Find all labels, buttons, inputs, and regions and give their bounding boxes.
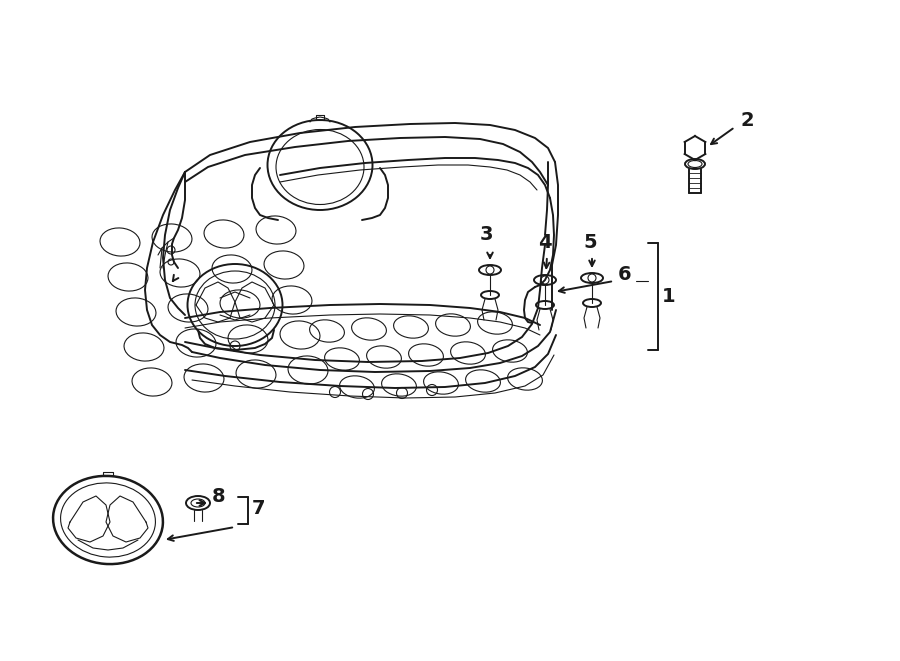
Text: 8: 8 bbox=[212, 488, 226, 506]
Text: 6: 6 bbox=[618, 266, 632, 284]
Text: 7: 7 bbox=[252, 498, 266, 518]
Text: 4: 4 bbox=[538, 233, 552, 253]
Text: 5: 5 bbox=[583, 233, 597, 253]
Text: 1: 1 bbox=[662, 288, 676, 307]
Text: 3: 3 bbox=[480, 225, 493, 245]
Text: 2: 2 bbox=[740, 110, 753, 130]
